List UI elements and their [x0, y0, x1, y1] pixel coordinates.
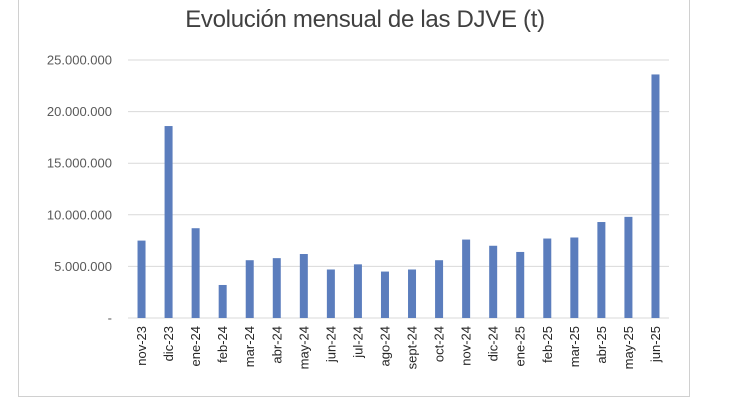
- x-tick-label: nov-23: [134, 326, 149, 366]
- chart-title: Evolución mensual de las DJVE (t): [185, 6, 545, 33]
- y-tick-label: 25.000.000: [47, 53, 112, 68]
- x-tick-label: mar-25: [567, 326, 582, 367]
- bar-jun-25: [651, 74, 660, 318]
- x-tick-label: dic-24: [486, 326, 501, 361]
- x-tick-label: may-25: [621, 326, 636, 369]
- x-tick-label: ene-25: [513, 326, 528, 366]
- bar-sept-24: [408, 269, 417, 318]
- bar-ago-24: [380, 271, 389, 318]
- x-tick-label: dic-23: [161, 326, 176, 361]
- bars: [137, 74, 660, 318]
- bar-abr-25: [597, 222, 606, 318]
- bar-mar-25: [570, 237, 579, 318]
- x-tick-label: ene-24: [188, 326, 203, 366]
- bar-abr-24: [272, 258, 281, 318]
- y-tick-label: 5.000.000: [54, 259, 112, 274]
- y-axis-ticks: - 5.000.000 10.000.000 15.000.000 20.000.000…: [47, 53, 112, 326]
- bar-ene-25: [516, 251, 525, 318]
- bar-dic-24: [489, 245, 498, 318]
- x-tick-label: jun-25: [648, 326, 663, 363]
- y-tick-label: 20.000.000: [47, 104, 112, 119]
- x-tick-label: ago-24: [377, 326, 392, 366]
- bar-feb-25: [543, 238, 552, 318]
- y-tick-label: 15.000.000: [47, 156, 112, 171]
- x-tick-label: abr-24: [269, 326, 284, 364]
- chart-frame: [18, 0, 690, 397]
- x-tick-label: jul-24: [350, 326, 365, 359]
- bar-jul-24: [353, 264, 362, 318]
- bar-ene-24: [191, 228, 200, 318]
- x-tick-label: feb-25: [540, 326, 555, 363]
- bar-nov-24: [462, 239, 471, 318]
- gridlines: [128, 59, 669, 319]
- bar-jun-24: [326, 269, 335, 318]
- x-tick-label: abr-25: [594, 326, 609, 364]
- bar-mar-24: [245, 260, 254, 318]
- y-tick-label: -: [108, 311, 112, 326]
- x-tick-label: jun-24: [323, 326, 338, 363]
- bar-may-24: [299, 254, 308, 318]
- x-tick-label: nov-24: [459, 326, 474, 366]
- bar-oct-24: [435, 260, 444, 318]
- x-tick-label: feb-24: [215, 326, 230, 363]
- x-tick-label: sept-24: [405, 326, 420, 369]
- bar-nov-23: [137, 240, 146, 318]
- bar-dic-23: [164, 126, 173, 318]
- x-tick-label: mar-24: [242, 326, 257, 367]
- bar-feb-24: [218, 284, 227, 318]
- bar-may-25: [624, 216, 633, 318]
- x-tick-label: may-24: [296, 326, 311, 369]
- x-tick-label: oct-24: [432, 326, 447, 362]
- y-tick-label: 10.000.000: [47, 207, 112, 222]
- x-axis-ticks: nov-23 dic-23 ene-24 feb-24 mar-24 abr-24 may-…: [134, 326, 663, 369]
